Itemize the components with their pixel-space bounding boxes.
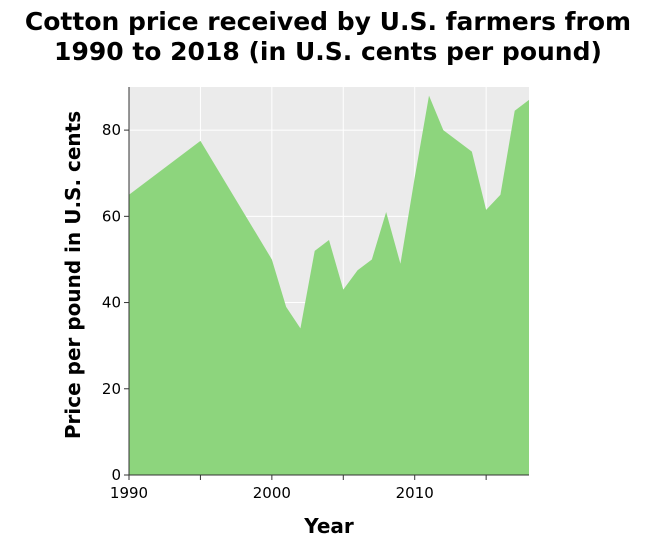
x-tick-label-2010: 2010: [396, 484, 434, 502]
y-tick-label-40: 40: [102, 294, 121, 312]
x-tick-label-2000: 2000: [253, 484, 291, 502]
tick-marks: 1990 2000 2010 0 20 40 60 80: [102, 121, 487, 502]
y-tick-label-60: 60: [102, 207, 121, 225]
axes: [128, 87, 529, 476]
y-tick-label-20: 20: [102, 380, 121, 398]
x-axis-label: Year: [303, 514, 354, 538]
x-tick-label-1990: 1990: [110, 484, 148, 502]
y-axis-label: Price per pound in U.S. cents: [61, 111, 85, 439]
area-series: [129, 95, 529, 475]
chart-title-line-2: 1990 to 2018 (in U.S. cents per pound): [54, 37, 602, 66]
y-tick-label-0: 0: [111, 466, 121, 484]
y-tick-label-80: 80: [102, 121, 121, 139]
chart-title-line-1: Cotton price received by U.S. farmers fr…: [25, 7, 631, 36]
